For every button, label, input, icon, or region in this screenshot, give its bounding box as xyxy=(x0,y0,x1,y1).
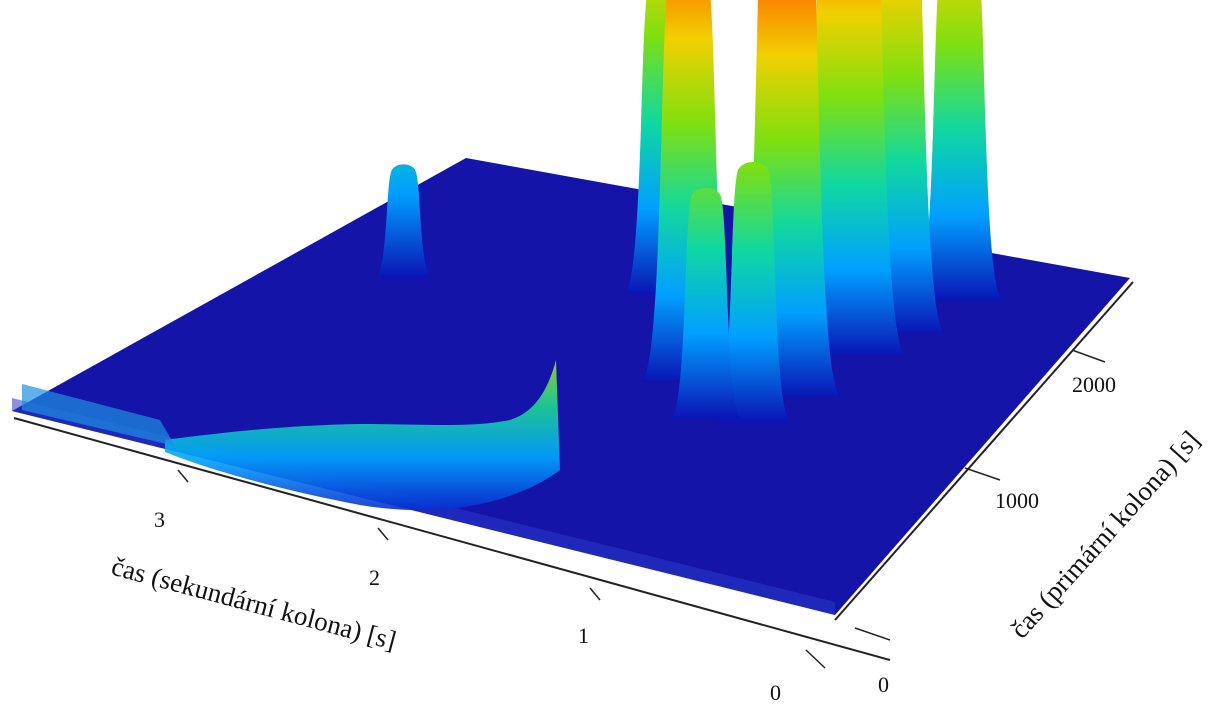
x-tick-label: 3 xyxy=(154,507,165,532)
x-tick-mark xyxy=(177,469,189,483)
peak xyxy=(669,187,743,419)
x-axis-title: čas (sekundární kolona) [s] xyxy=(108,551,399,656)
peak xyxy=(714,162,792,423)
x-tick-label: 0 xyxy=(770,680,781,705)
peaks-group xyxy=(374,0,1004,423)
y-axis-line xyxy=(834,281,1134,621)
y-tick-mark xyxy=(854,627,891,641)
y-tick-label: 1000 xyxy=(995,488,1039,513)
y-tick-mark xyxy=(1071,349,1106,363)
x-tick-label: 2 xyxy=(369,565,380,590)
y-tick-mark xyxy=(964,467,1001,481)
peak xyxy=(374,164,433,279)
x-tick-mark xyxy=(377,527,389,541)
y-axis-title: čas (primární kolona) [s] xyxy=(1004,425,1205,644)
x-tick-mark xyxy=(805,649,826,669)
x-axis-line xyxy=(13,417,891,661)
y-tick-label: 2000 xyxy=(1072,372,1116,397)
peak xyxy=(915,0,1004,302)
x-tick-mark xyxy=(589,587,601,601)
surface-ridge-left xyxy=(22,384,175,446)
surface-ridge xyxy=(165,360,560,511)
y-tick-label: 0 xyxy=(878,672,889,697)
x-tick-label: 1 xyxy=(578,623,589,648)
